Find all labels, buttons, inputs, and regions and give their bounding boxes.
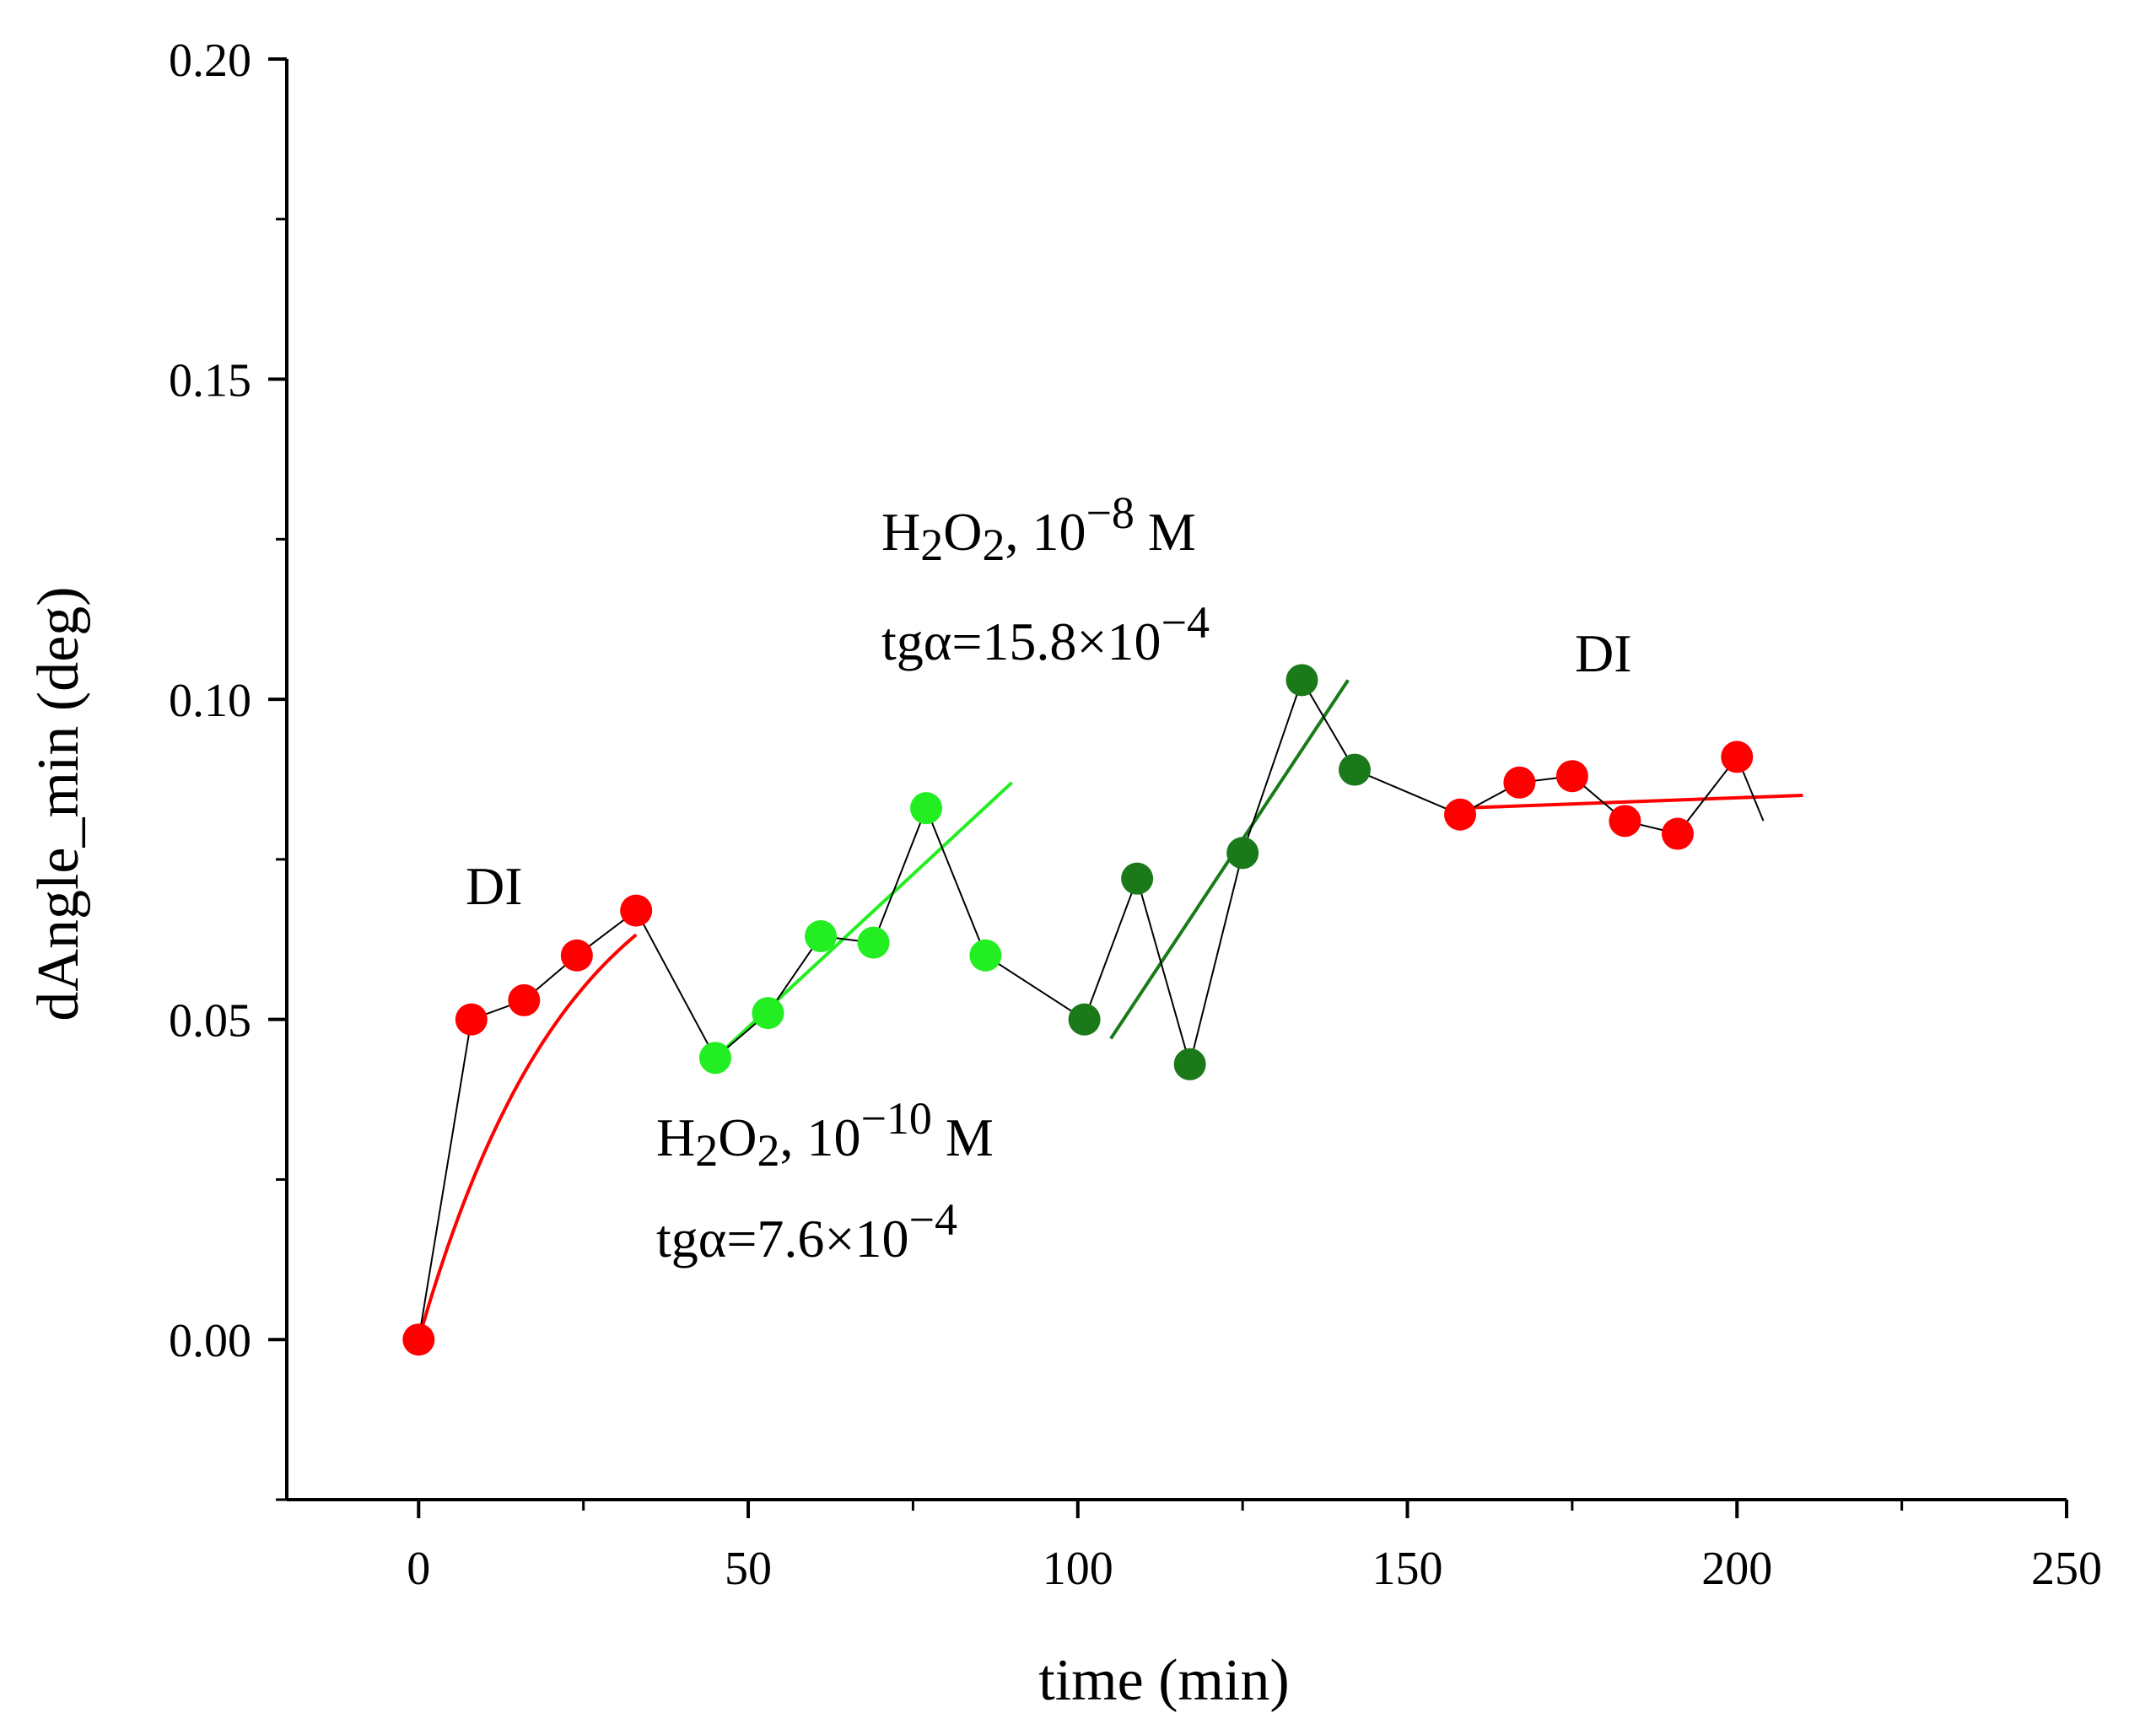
annotation-di-right: DI (1575, 623, 1632, 683)
annotation-h2o2-low: H2O2, 10−10 M (656, 1093, 994, 1176)
data-point (1068, 1003, 1101, 1036)
data-point (752, 997, 784, 1030)
x-axis-title: time (min) (1038, 1648, 1289, 1713)
data-points (402, 664, 1754, 1356)
data-point (1609, 805, 1641, 838)
data-point (1503, 766, 1536, 799)
x-tick-label: 250 (2031, 1543, 2102, 1595)
y-axis-title: dAngle_min (deg) (26, 586, 91, 1021)
data-point (1339, 753, 1371, 786)
data-point (969, 939, 1002, 972)
tick-labels: 0 50 100 150 200 250 0.00 0.05 0.10 0.15 0.20 (169, 35, 2102, 1595)
data-point (1661, 817, 1694, 850)
annotation-di-left: DI (466, 856, 523, 916)
annotation-h2o2-high: H2O2, 10−8 M (881, 488, 1196, 570)
data-point (1555, 760, 1588, 793)
fit-line (1459, 793, 1803, 811)
x-tick-label: 0 (407, 1543, 430, 1595)
x-tick-label: 200 (1701, 1543, 1772, 1595)
data-point (620, 894, 653, 927)
data-point (1121, 862, 1154, 895)
data-point (910, 792, 943, 825)
data-point (857, 926, 890, 959)
fit-line (417, 933, 638, 1340)
x-tick-label: 100 (1043, 1543, 1113, 1595)
data-point (698, 1042, 731, 1075)
data-point (805, 919, 837, 952)
y-tick-label: 0.15 (169, 355, 251, 407)
data-point (1226, 837, 1259, 870)
data-point (455, 1003, 488, 1036)
y-tick-label: 0.20 (169, 35, 251, 87)
data-point (560, 939, 593, 972)
fit-lines (417, 679, 1803, 1340)
data-point (1286, 664, 1318, 697)
data-point (1721, 741, 1754, 773)
y-tick-label: 0.10 (169, 675, 251, 727)
annotation-h2o2-high-slope: tgα=15.8×10−4 (881, 597, 1210, 671)
annotation-h2o2-low-slope: tgα=7.6×10−4 (656, 1194, 957, 1269)
y-tick-label: 0.05 (169, 995, 251, 1048)
y-tick-label: 0.00 (169, 1315, 251, 1367)
x-tick-label: 150 (1372, 1543, 1443, 1595)
data-point (1444, 798, 1477, 831)
data-point (1173, 1048, 1206, 1080)
data-point (508, 983, 541, 1016)
x-tick-label: 50 (725, 1543, 772, 1595)
data-point (402, 1323, 435, 1356)
axes (268, 57, 2068, 1518)
